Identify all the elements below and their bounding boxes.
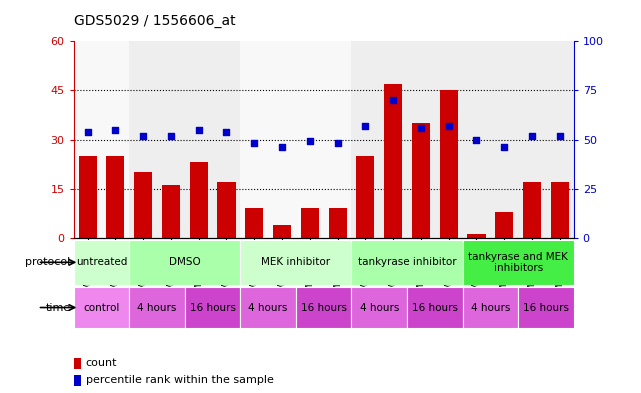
Bar bbox=[329, 208, 347, 238]
Bar bbox=[74, 240, 129, 285]
Bar bbox=[190, 162, 208, 238]
Bar bbox=[351, 287, 407, 328]
Bar bbox=[129, 287, 185, 328]
Bar bbox=[463, 287, 518, 328]
Bar bbox=[384, 84, 402, 238]
Text: tankyrase and MEK
inhibitors: tankyrase and MEK inhibitors bbox=[468, 252, 568, 273]
Bar bbox=[162, 185, 180, 238]
Bar bbox=[463, 41, 574, 238]
Bar bbox=[74, 375, 81, 386]
Text: 4 hours: 4 hours bbox=[360, 303, 399, 312]
Bar bbox=[463, 240, 574, 285]
Text: 4 hours: 4 hours bbox=[470, 303, 510, 312]
Text: 16 hours: 16 hours bbox=[301, 303, 347, 312]
Bar bbox=[185, 287, 240, 328]
Point bbox=[554, 132, 565, 139]
Text: DMSO: DMSO bbox=[169, 257, 201, 267]
Text: 16 hours: 16 hours bbox=[190, 303, 236, 312]
Point bbox=[416, 125, 426, 131]
Bar bbox=[240, 41, 351, 238]
Point bbox=[527, 132, 537, 139]
Text: count: count bbox=[86, 358, 117, 368]
Point bbox=[499, 144, 510, 151]
Bar bbox=[351, 240, 463, 285]
Point bbox=[388, 97, 398, 103]
Text: MEK inhibitor: MEK inhibitor bbox=[262, 257, 331, 267]
Text: protocol: protocol bbox=[25, 257, 71, 267]
Bar bbox=[134, 172, 152, 238]
Bar bbox=[467, 235, 485, 238]
Point bbox=[249, 140, 260, 147]
Point bbox=[138, 132, 148, 139]
Bar bbox=[246, 208, 263, 238]
Bar bbox=[74, 41, 129, 238]
Point bbox=[444, 123, 454, 129]
Bar bbox=[129, 41, 240, 238]
Bar bbox=[351, 41, 463, 238]
Text: untreated: untreated bbox=[76, 257, 127, 267]
Point bbox=[110, 127, 121, 133]
Bar bbox=[106, 156, 124, 238]
Bar bbox=[412, 123, 430, 238]
Bar bbox=[440, 90, 458, 238]
Text: 4 hours: 4 hours bbox=[137, 303, 177, 312]
Text: tankyrase inhibitor: tankyrase inhibitor bbox=[358, 257, 456, 267]
Point bbox=[360, 123, 370, 129]
Bar bbox=[523, 182, 541, 238]
Bar bbox=[129, 240, 240, 285]
Bar bbox=[301, 208, 319, 238]
Text: GDS5029 / 1556606_at: GDS5029 / 1556606_at bbox=[74, 14, 235, 28]
Bar bbox=[273, 225, 291, 238]
Text: control: control bbox=[83, 303, 120, 312]
Point bbox=[166, 132, 176, 139]
Bar bbox=[74, 358, 81, 369]
Point bbox=[471, 136, 481, 143]
Bar bbox=[551, 182, 569, 238]
Point bbox=[194, 127, 204, 133]
Bar bbox=[407, 287, 463, 328]
Point bbox=[83, 129, 93, 135]
Bar bbox=[356, 156, 374, 238]
Bar bbox=[217, 182, 235, 238]
Bar bbox=[79, 156, 97, 238]
Text: 16 hours: 16 hours bbox=[523, 303, 569, 312]
Point bbox=[221, 129, 231, 135]
Text: time: time bbox=[46, 303, 71, 312]
Bar bbox=[518, 287, 574, 328]
Text: percentile rank within the sample: percentile rank within the sample bbox=[86, 375, 274, 385]
Bar bbox=[495, 211, 513, 238]
Bar bbox=[296, 287, 351, 328]
Text: 16 hours: 16 hours bbox=[412, 303, 458, 312]
Bar bbox=[74, 287, 129, 328]
Point bbox=[304, 138, 315, 145]
Bar bbox=[240, 287, 296, 328]
Bar bbox=[240, 240, 351, 285]
Point bbox=[333, 140, 343, 147]
Point bbox=[277, 144, 287, 151]
Text: 4 hours: 4 hours bbox=[249, 303, 288, 312]
